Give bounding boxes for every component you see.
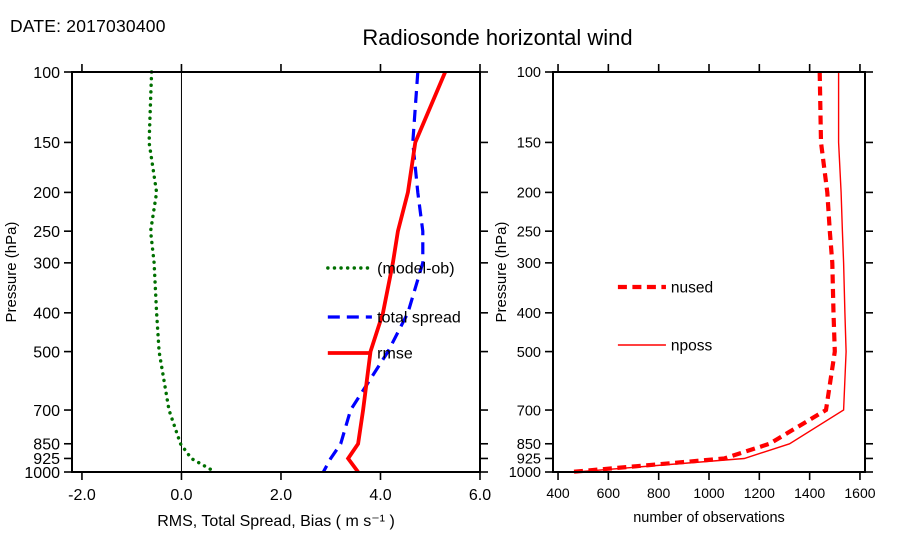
x-tick-label: 400 (546, 485, 570, 501)
plot-frame (71, 71, 481, 473)
chart-title: Radiosonde horizontal wind (362, 25, 633, 50)
y-tick-label: 850 (33, 437, 60, 454)
x-tick-label: 1000 (693, 485, 724, 501)
x-tick-label: 4.0 (369, 487, 391, 504)
legend-label-total-spread: total spread (377, 310, 461, 327)
y-tick-label: 700 (33, 403, 60, 420)
x-tick-label: 1400 (794, 485, 825, 501)
date-label: DATE: 2017030400 (10, 16, 166, 36)
y-tick-label: 925 (517, 452, 541, 468)
series-line-total-spread (321, 71, 425, 473)
y-tick-label: 250 (33, 224, 60, 241)
y-tick-label: 150 (33, 135, 60, 152)
x-axis-title: RMS, Total Spread, Bias ( m s⁻¹ ) (157, 513, 395, 530)
y-tick-label: 100 (33, 65, 60, 82)
y-tick-label: 925 (33, 451, 60, 468)
observation-counts-panel: 400 600 800 1000 1200 1400 1600 100 150 200 250 300… (493, 64, 876, 526)
series-line-model-ob (147, 70, 218, 474)
y-tick-label: 400 (33, 306, 60, 323)
y-tick-label: 250 (517, 224, 541, 240)
y-tick-label: 700 (517, 403, 541, 419)
y-tick-label: 1000 (509, 465, 541, 481)
plot-frame (552, 71, 866, 473)
y-tick-label: 150 (517, 136, 541, 152)
x-axis-title: number of observations (633, 510, 785, 526)
series-line-nused (570, 71, 837, 475)
y-tick-label: 400 (517, 306, 541, 322)
y-tick-label: 100 (517, 65, 541, 81)
y-axis-title: Pressure (hPa) (3, 222, 20, 323)
y-tick-label: 300 (33, 256, 60, 273)
y-tick-label: 300 (517, 256, 541, 272)
y-axis-title: Pressure (hPa) (493, 222, 510, 323)
x-tick-label: 600 (597, 485, 621, 501)
x-tick-label: 2.0 (270, 487, 292, 504)
x-tick-label: 800 (647, 485, 671, 501)
x-tick-label: 1600 (844, 485, 875, 501)
legend-label-nused: nused (671, 280, 713, 297)
legend-label-model-ob: (model-ob) (377, 261, 454, 278)
y-tick-label: 500 (517, 345, 541, 361)
y-tick-label: 850 (517, 437, 541, 453)
x-tick-label: 6.0 (469, 487, 491, 504)
legend-label-rmse: rmse (377, 346, 413, 363)
series-line-rmse (345, 71, 447, 474)
x-tick-label: -2.0 (68, 487, 96, 504)
legend-label-nposs: nposs (671, 338, 713, 355)
series-line-nposs (575, 72, 847, 473)
x-tick-label: 0.0 (170, 487, 192, 504)
y-tick-label: 1000 (24, 465, 60, 482)
y-tick-label: 200 (517, 186, 541, 202)
wind-verification-panel: -2.0 0.0 2.0 4.0 6.0 100 150 200 250 300 400 500 700… (3, 64, 491, 530)
x-tick-label: 1200 (744, 485, 775, 501)
y-tick-label: 200 (33, 185, 60, 202)
y-tick-label: 500 (33, 344, 60, 361)
